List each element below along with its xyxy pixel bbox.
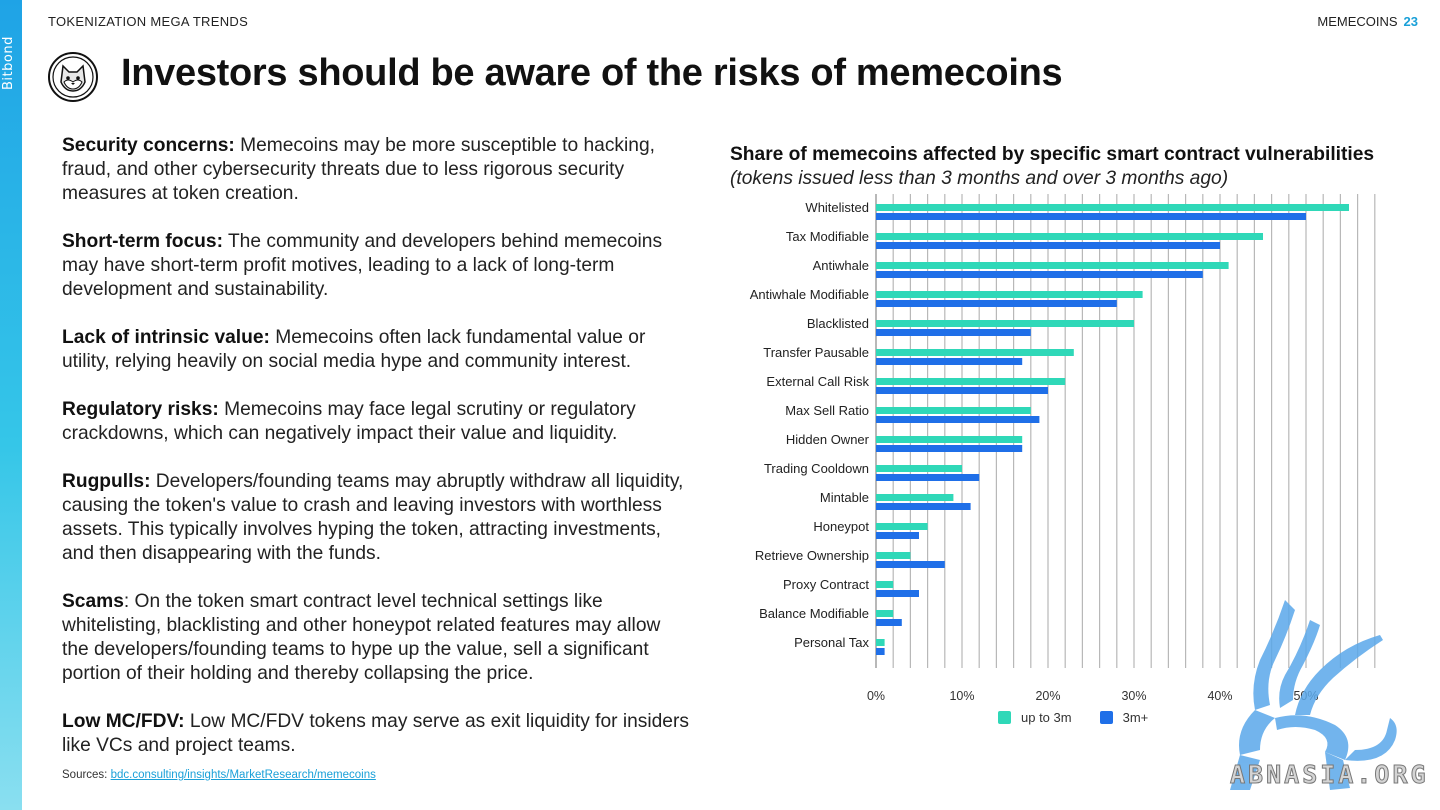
page-header-right: MEMECOINS 23 <box>1317 14 1418 29</box>
bar-3m-plus <box>876 445 1023 452</box>
risk-rugpulls: Rugpulls: Developers/founding teams may … <box>62 471 684 564</box>
bar-3m-plus <box>876 213 1306 220</box>
bar-up-to-3m <box>876 465 962 472</box>
bar-up-to-3m <box>876 552 911 559</box>
watermark-text: ABNASIA.ORG <box>1230 760 1429 790</box>
x-tick-label: 10% <box>949 689 974 703</box>
x-tick-label: 40% <box>1207 689 1232 703</box>
bar-up-to-3m <box>876 262 1229 269</box>
sources-note: Sources: bdc.consulting/insights/MarketR… <box>62 769 376 781</box>
category-label: Honeypot <box>813 519 869 534</box>
x-tick-label: 30% <box>1121 689 1146 703</box>
bar-up-to-3m <box>876 378 1066 385</box>
bar-3m-plus <box>876 300 1117 307</box>
bar-up-to-3m <box>876 320 1134 327</box>
brand-name: Bitbond <box>1 36 16 90</box>
bar-3m-plus <box>876 416 1040 423</box>
bar-3m-plus <box>876 242 1220 249</box>
bar-up-to-3m <box>876 523 928 530</box>
chart-subtitle: (tokens issued less than 3 months and ov… <box>730 168 1229 189</box>
risk-regulatory: Regulatory risks: Memecoins may face leg… <box>62 399 636 444</box>
bar-up-to-3m <box>876 233 1263 240</box>
category-label: Max Sell Ratio <box>785 403 869 418</box>
bar-3m-plus <box>876 271 1203 278</box>
risk-scams: Scams: On the token smart contract level… <box>62 591 661 684</box>
page-title: Investors should be aware of the risks o… <box>121 52 1063 94</box>
bar-3m-plus <box>876 387 1048 394</box>
bar-up-to-3m <box>876 291 1143 298</box>
x-tick-label: 0% <box>867 689 885 703</box>
category-label: Antiwhale Modifiable <box>750 287 869 302</box>
risk-short-term: Short-term focus: The community and deve… <box>62 231 663 300</box>
risk-low-mc-fdv: Low MC/FDV: Low MC/FDV tokens may serve … <box>62 711 689 756</box>
shiba-logo-icon <box>48 52 98 102</box>
legend-swatch-up-to-3m <box>998 711 1011 724</box>
bar-3m-plus <box>876 503 971 510</box>
bar-up-to-3m <box>876 436 1023 443</box>
risk-security: Security concerns: Memecoins may be more… <box>62 135 655 204</box>
bar-3m-plus <box>876 532 919 539</box>
bar-up-to-3m <box>876 581 894 588</box>
legend-item-up-to-3m: up to 3m <box>998 710 1072 725</box>
category-label: Tax Modifiable <box>786 229 869 244</box>
bar-3m-plus <box>876 619 902 626</box>
brand-strip: Bitbond <box>0 0 22 810</box>
topic-label: MEMECOINS <box>1317 14 1398 29</box>
category-label: Antiwhale <box>813 258 869 273</box>
x-tick-label: 20% <box>1035 689 1060 703</box>
bar-3m-plus <box>876 648 885 655</box>
bar-up-to-3m <box>876 494 954 501</box>
bar-3m-plus <box>876 590 919 597</box>
category-label: Personal Tax <box>794 635 869 650</box>
bar-3m-plus <box>876 329 1031 336</box>
category-label: Blacklisted <box>807 316 869 331</box>
vulnerability-bar-chart: Whitelisted Tax Modifiable Antiwhale Antiwh… <box>750 194 1376 703</box>
griffin-watermark-icon <box>1230 600 1397 790</box>
bar-up-to-3m <box>876 610 894 617</box>
sources-link[interactable]: bdc.consulting/insights/MarketResearch/m… <box>110 769 376 781</box>
section-label: TOKENIZATION MEGA TRENDS <box>48 14 249 29</box>
bar-up-to-3m <box>876 349 1074 356</box>
risks-list: Security concerns: Memecoins may be more… <box>62 134 692 782</box>
bar-3m-plus <box>876 561 945 568</box>
category-label: Retrieve Ownership <box>755 548 869 563</box>
category-label: Transfer Pausable <box>763 345 869 360</box>
chart-legend: up to 3m 3m+ <box>998 710 1148 725</box>
page-number: 23 <box>1403 14 1418 29</box>
category-label: External Call Risk <box>766 374 869 389</box>
category-label: Trading Cooldown <box>764 461 869 476</box>
chart-title: Share of memecoins affected by specific … <box>730 144 1375 165</box>
bar-up-to-3m <box>876 639 885 646</box>
category-label: Hidden Owner <box>786 432 870 447</box>
legend-item-3m-plus: 3m+ <box>1099 710 1148 725</box>
category-label: Balance Modifiable <box>759 606 869 621</box>
bar-up-to-3m <box>876 407 1031 414</box>
category-label: Proxy Contract <box>783 577 869 592</box>
risk-intrinsic-value: Lack of intrinsic value: Memecoins often… <box>62 327 646 372</box>
category-label: Mintable <box>820 490 869 505</box>
category-label: Whitelisted <box>805 200 869 215</box>
bar-up-to-3m <box>876 204 1349 211</box>
bar-3m-plus <box>876 358 1023 365</box>
bar-3m-plus <box>876 474 980 481</box>
legend-swatch-3m-plus <box>1099 711 1113 724</box>
